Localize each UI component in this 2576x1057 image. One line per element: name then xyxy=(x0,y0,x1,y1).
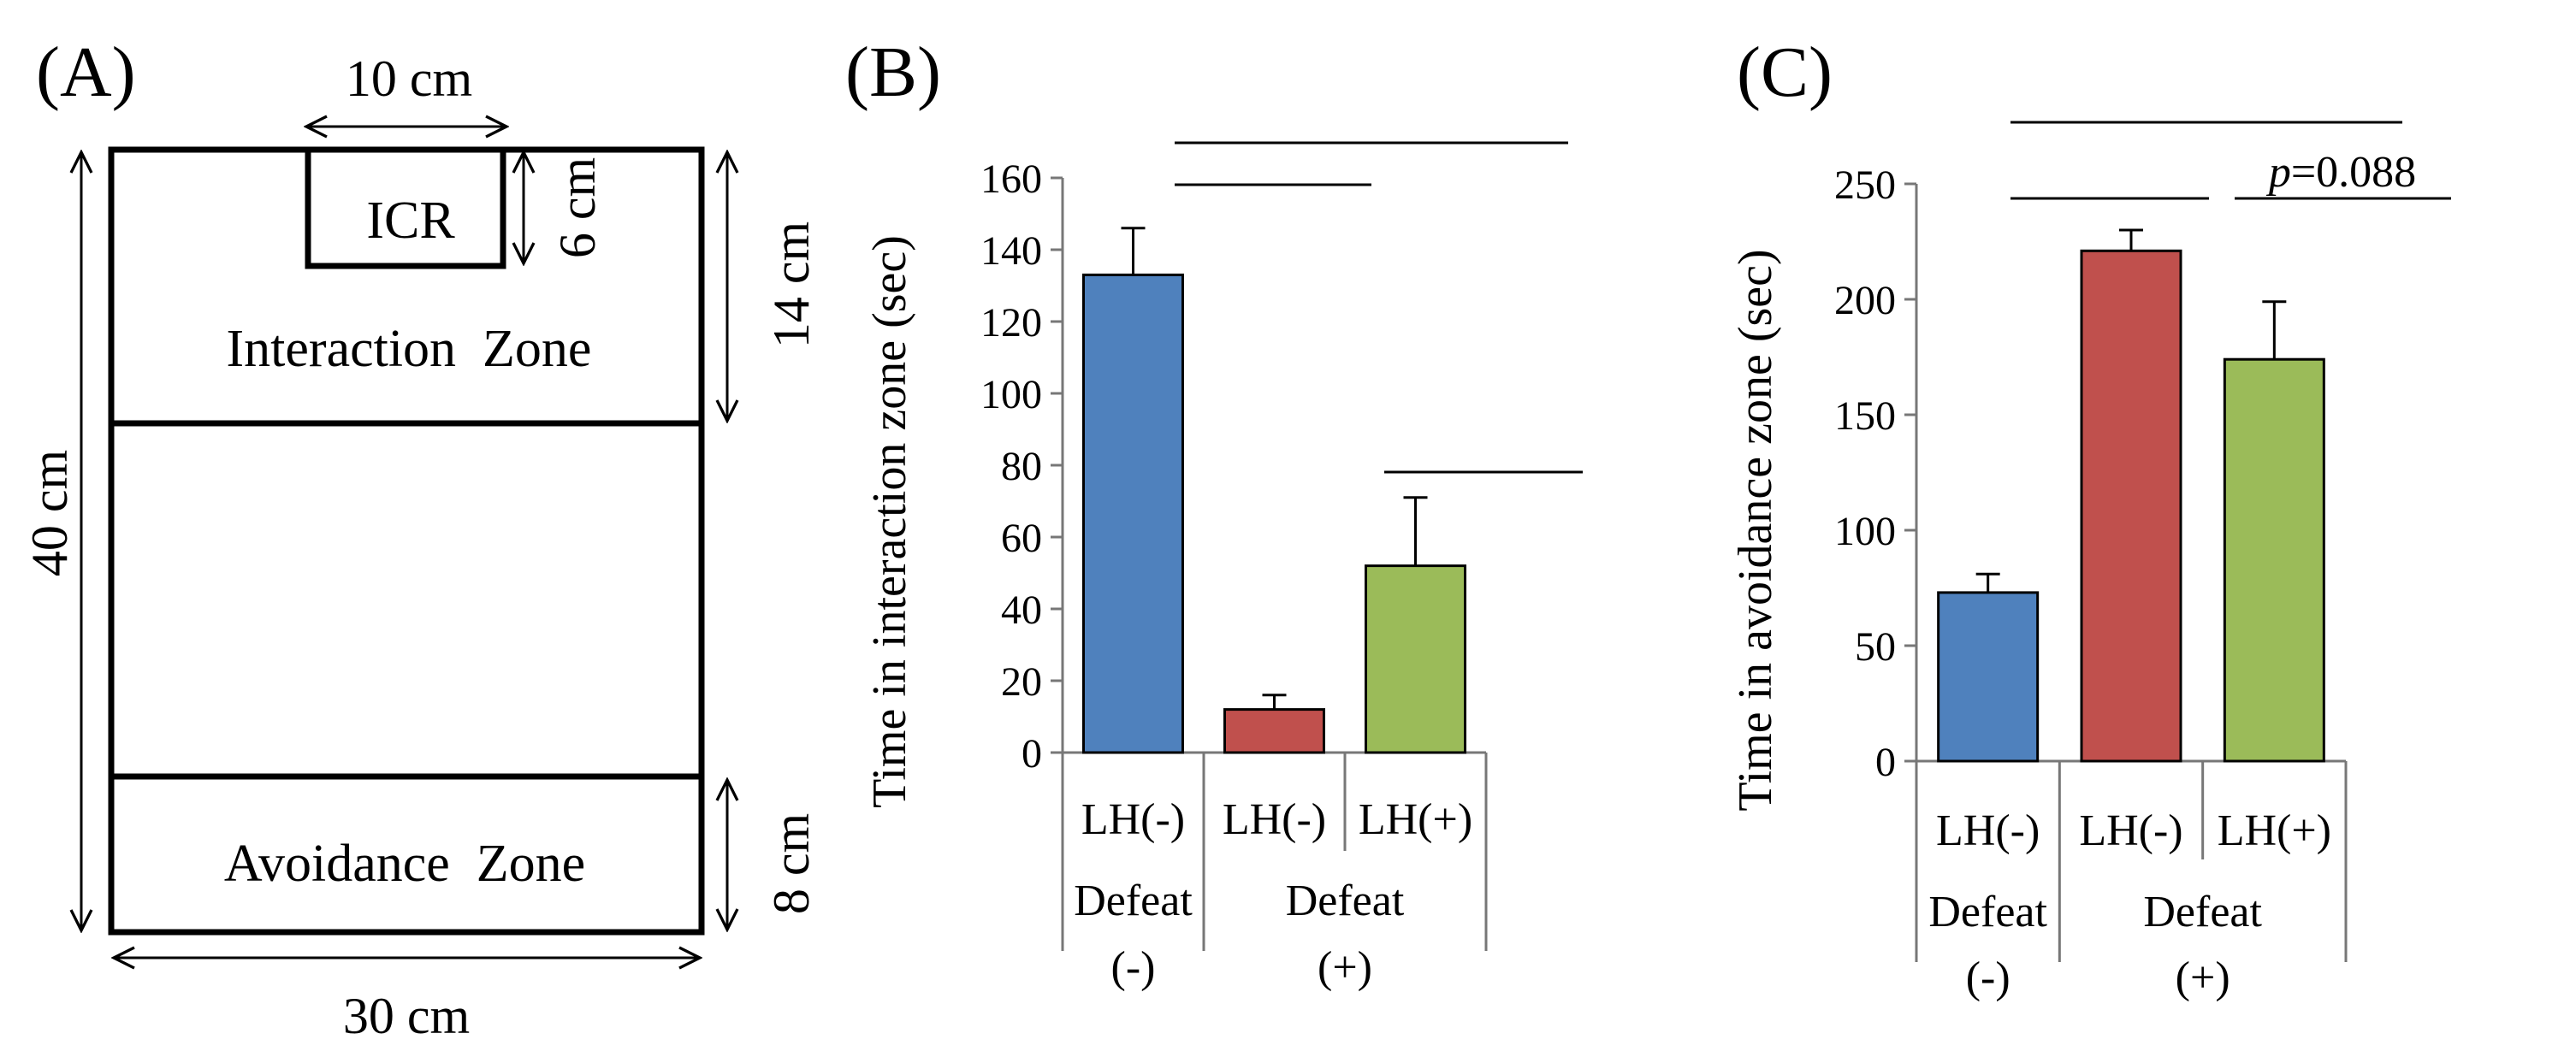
chart-b-category-label: LH(+) xyxy=(1359,795,1472,844)
chart-b-group-label: Defeat xyxy=(1074,877,1193,925)
chart-b-y-tick-label: 160 xyxy=(980,156,1042,202)
chart-b-y-tick-label: 0 xyxy=(1022,731,1042,777)
chart-c: 0 50 100 150 200 250 Time in avoidance zone (s… xyxy=(1729,121,2451,1002)
chart-b-bar xyxy=(1223,708,1325,754)
avoidance-zone-label: Avoidance Zone xyxy=(224,835,585,893)
interaction-zone-label: Interaction Zone xyxy=(227,320,592,378)
chart-b: 0 20 40 60 80 100 120 140 160 Time in interaction… xyxy=(863,141,1583,992)
chart-c-group-label: Defeat xyxy=(1928,888,2047,936)
chart-c-category-label: LH(-) xyxy=(2079,806,2182,855)
chart-c-bar xyxy=(1937,591,2040,763)
p-symbol: p xyxy=(2265,148,2291,197)
chart-b-category-label: LH(-) xyxy=(1223,795,1326,844)
chart-b-group-label: Defeat xyxy=(1286,877,1405,925)
chart-b-y-tick-label: 140 xyxy=(980,228,1042,274)
chart-c-y-tick-label: 200 xyxy=(1834,278,1896,323)
chart-c-y-tick-label: 0 xyxy=(1875,740,1896,785)
chart-c-group-label: Defeat xyxy=(2143,888,2262,936)
chart-c-y-tick-label: 50 xyxy=(1855,624,1896,670)
panel-c-label: (C) xyxy=(1737,32,1833,112)
chart-b-category-label: LH(-) xyxy=(1081,795,1185,844)
panel-a-label: (A) xyxy=(36,32,136,112)
width-dimension: 30 cm xyxy=(343,988,470,1044)
chart-c-y-tick-label: 150 xyxy=(1834,393,1896,439)
chart-b-y-label: Time in interaction zone (sec) xyxy=(863,235,916,808)
chart-c-group-sublabel: (-) xyxy=(1966,954,2010,1002)
chart-c-group-sublabel: (+) xyxy=(2176,954,2230,1002)
chart-c-category-label: LH(+) xyxy=(2218,806,2331,855)
panel-a: (A) ICR Interaction Zone Avoidance Zone … xyxy=(21,32,820,1044)
icr-box xyxy=(305,146,506,269)
total-height-dimension: 40 cm xyxy=(21,450,78,576)
chart-c-y-label: Time in avoidance zone (sec) xyxy=(1729,249,1782,811)
chart-b-group-sublabel: (+) xyxy=(1318,943,1372,992)
chart-b-y-tick-label: 100 xyxy=(980,372,1042,417)
chart-b-y-tick-label: 60 xyxy=(1001,516,1042,561)
chart-b-y-tick-label: 80 xyxy=(1001,444,1042,489)
panel-b-label: (B) xyxy=(845,32,941,112)
chart-b-y-tick-label: 40 xyxy=(1001,588,1042,633)
chart-b-group-sublabel: (-) xyxy=(1111,943,1156,992)
p-value: =0.088 xyxy=(2291,148,2416,197)
chart-b-bar xyxy=(1082,273,1184,754)
chart-c-y-tick-label: 100 xyxy=(1834,509,1896,554)
avoidance-height-dimension: 8 cm xyxy=(763,813,820,914)
panel-c: (C) 0 50 100 150 200 250 Time in avoidance zon… xyxy=(1729,32,2451,1002)
chart-b-bar xyxy=(1365,564,1466,754)
icr-height-dimension: 6 cm xyxy=(549,157,606,258)
interaction-height-dimension: 14 cm xyxy=(763,221,820,348)
chart-c-bar xyxy=(2080,249,2182,763)
icr-width-dimension: 10 cm xyxy=(346,50,472,107)
panel-b: (B) 0 20 40 60 80 100 120 140 160 Time in interac… xyxy=(845,32,1583,992)
chart-b-y-tick-label: 20 xyxy=(1001,659,1042,705)
chart-c-p-value-label: p=0.088 xyxy=(2265,148,2416,197)
chart-b-y-tick-label: 120 xyxy=(980,300,1042,345)
icr-label: ICR xyxy=(366,192,455,250)
chart-c-bar xyxy=(2223,357,2325,763)
chart-c-category-label: LH(-) xyxy=(1936,806,2040,855)
chart-c-y-tick-label: 250 xyxy=(1834,162,1896,208)
